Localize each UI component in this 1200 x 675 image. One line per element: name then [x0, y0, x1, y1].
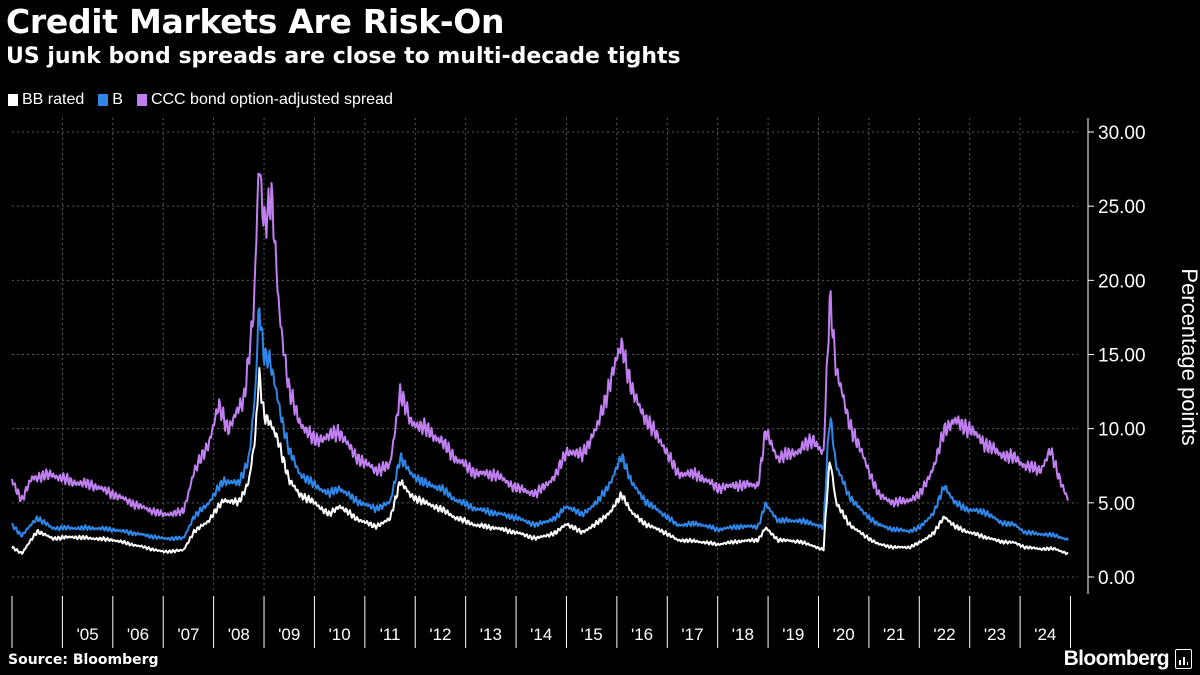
brand-logo: Bloomberg — [1064, 646, 1192, 672]
legend-swatch-b — [98, 94, 109, 106]
legend-label-b: B — [112, 91, 123, 108]
y-axis: 0.00 5.00 10.00 15.00 20.00 25.00 30.00 — [1087, 118, 1146, 594]
legend: BB rated B CCC bond option-adjusted spre… — [8, 90, 407, 110]
brand-name: Bloomberg — [1063, 647, 1170, 670]
chart-title: Credit Markets Are Risk-On — [6, 2, 505, 41]
x-axis: '05 '06 '07 '08 '09 '10 '11 '12 '13 '14 '15 '16 '17 '… — [11, 596, 1072, 648]
x-tick-label: '22 — [933, 625, 955, 644]
y-tick-label: 5.00 — [1098, 494, 1135, 515]
y-tick-label: 0.00 — [1098, 568, 1135, 589]
y-tick-label: 10.00 — [1098, 420, 1146, 441]
x-tick-label: '12 — [429, 625, 451, 644]
chart-subtitle: US junk bond spreads are close to multi-… — [6, 44, 681, 69]
x-tick-label: '11 — [380, 625, 401, 644]
legend-item-ccc: CCC bond option-adjusted spread — [136, 91, 393, 109]
gridlines — [12, 118, 1078, 592]
x-tick-label: '15 — [581, 625, 603, 644]
x-tick-label: '18 — [732, 625, 754, 644]
x-tick-label: '23 — [984, 625, 1006, 644]
legend-item-b: B — [98, 91, 123, 109]
series-lines — [11, 172, 1069, 556]
x-tick-label: '20 — [833, 625, 855, 644]
legend-swatch-ccc — [136, 94, 147, 106]
source-note: Source: Bloomberg — [8, 652, 159, 668]
series-line-bb — [11, 367, 1069, 556]
series-line-b — [11, 307, 1069, 542]
legend-item-bb: BB rated — [8, 91, 84, 109]
x-tick-label: '05 — [77, 625, 99, 644]
x-tick-label: '13 — [480, 625, 502, 644]
x-tick-label: '17 — [681, 625, 703, 644]
legend-swatch-bb — [8, 94, 18, 106]
y-tick-label: 15.00 — [1098, 346, 1146, 367]
x-tick-label: '10 — [329, 625, 351, 644]
x-tick-label: '24 — [1034, 625, 1056, 644]
x-tick-label: '14 — [530, 625, 552, 644]
x-tick-label: '21 — [883, 625, 905, 644]
legend-label-ccc: CCC bond option-adjusted spread — [150, 91, 393, 108]
x-tick-label: '09 — [278, 625, 300, 644]
x-tick-label: '19 — [782, 625, 804, 644]
y-tick-label: 20.00 — [1098, 271, 1146, 292]
y-tick-label: 30.00 — [1098, 123, 1146, 144]
y-axis-label: Percentage points — [1177, 268, 1200, 445]
x-tick-label: '16 — [631, 625, 653, 644]
series-line-ccc — [11, 172, 1069, 518]
bloomberg-terminal-icon — [1175, 649, 1192, 669]
x-tick-label: '07 — [177, 625, 199, 644]
legend-label-bb: BB rated — [22, 91, 85, 108]
x-tick-label: '06 — [127, 625, 149, 644]
x-tick-label: '08 — [228, 625, 250, 644]
y-tick-label: 25.00 — [1098, 197, 1146, 218]
